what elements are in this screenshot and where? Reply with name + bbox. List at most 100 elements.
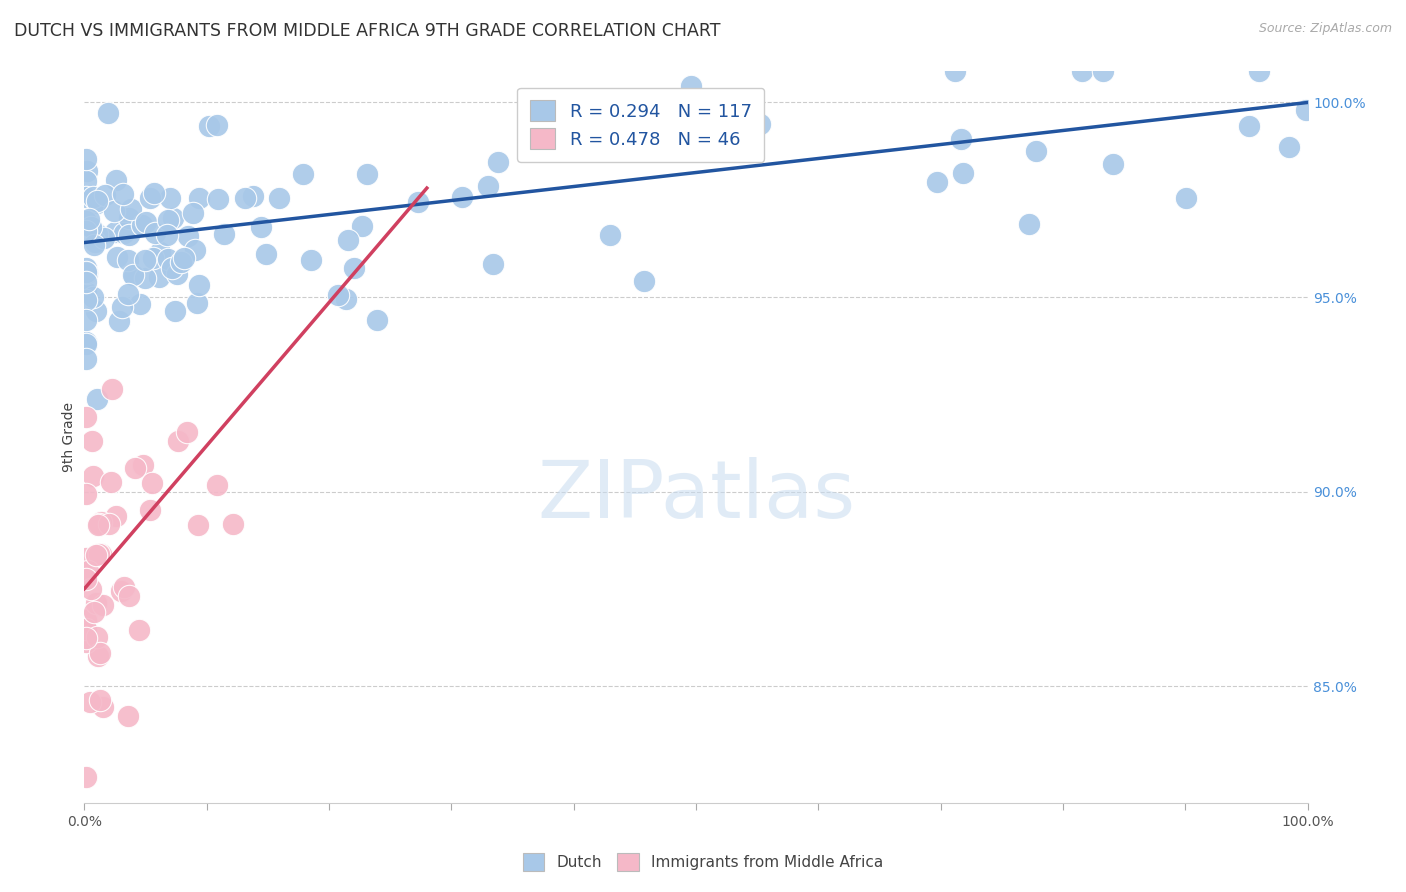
Point bbox=[128, 297, 150, 311]
Point bbox=[101, 382, 124, 396]
Point bbox=[156, 213, 179, 227]
Point bbox=[1018, 218, 1040, 232]
Point bbox=[112, 580, 135, 594]
Point bbox=[77, 565, 100, 579]
Point bbox=[105, 250, 128, 264]
Point bbox=[115, 219, 138, 233]
Point bbox=[111, 187, 134, 202]
Point bbox=[110, 584, 132, 599]
Point bbox=[122, 268, 145, 282]
Point bbox=[79, 582, 101, 596]
Point bbox=[633, 273, 655, 287]
Point bbox=[267, 191, 290, 205]
Point bbox=[254, 247, 277, 261]
Text: ZIPatlas: ZIPatlas bbox=[537, 457, 855, 534]
Point bbox=[1247, 64, 1270, 78]
Point bbox=[89, 646, 111, 660]
Point bbox=[76, 266, 98, 280]
Point bbox=[952, 165, 974, 179]
Point bbox=[1237, 119, 1260, 133]
Point bbox=[75, 410, 97, 425]
Point bbox=[83, 606, 105, 620]
Point bbox=[120, 202, 142, 216]
Point bbox=[176, 425, 198, 440]
Point bbox=[124, 460, 146, 475]
Point bbox=[205, 478, 228, 492]
Point bbox=[336, 233, 359, 247]
Point bbox=[86, 227, 108, 241]
Point bbox=[80, 434, 103, 449]
Point bbox=[100, 475, 122, 489]
Point bbox=[250, 219, 273, 234]
Point bbox=[91, 700, 114, 714]
Point bbox=[83, 238, 105, 252]
Point bbox=[187, 277, 209, 292]
Point bbox=[84, 596, 107, 610]
Point bbox=[148, 270, 170, 285]
Point bbox=[162, 211, 184, 226]
Point bbox=[408, 195, 430, 210]
Point bbox=[156, 228, 179, 243]
Point bbox=[97, 105, 120, 120]
Point bbox=[75, 572, 97, 586]
Point bbox=[117, 287, 139, 301]
Point bbox=[75, 213, 97, 227]
Point bbox=[335, 292, 357, 306]
Point bbox=[599, 227, 621, 242]
Text: DUTCH VS IMMIGRANTS FROM MIDDLE AFRICA 9TH GRADE CORRELATION CHART: DUTCH VS IMMIGRANTS FROM MIDDLE AFRICA 9… bbox=[14, 22, 720, 40]
Point bbox=[181, 206, 204, 220]
Point bbox=[1025, 144, 1047, 158]
Point bbox=[222, 516, 245, 531]
Point bbox=[486, 154, 509, 169]
Point bbox=[75, 352, 97, 367]
Point bbox=[105, 173, 128, 187]
Point bbox=[75, 337, 97, 351]
Point bbox=[242, 189, 264, 203]
Point bbox=[86, 196, 108, 211]
Point bbox=[733, 131, 755, 145]
Point bbox=[143, 186, 166, 200]
Point bbox=[75, 613, 97, 627]
Point bbox=[118, 211, 141, 226]
Point bbox=[925, 175, 948, 189]
Point bbox=[943, 64, 966, 78]
Point bbox=[143, 226, 166, 240]
Point bbox=[177, 228, 200, 243]
Point bbox=[75, 334, 97, 349]
Point bbox=[342, 260, 364, 275]
Point bbox=[104, 508, 127, 523]
Point bbox=[128, 623, 150, 637]
Point bbox=[166, 434, 188, 449]
Point bbox=[450, 190, 472, 204]
Point bbox=[1175, 191, 1198, 205]
Point bbox=[356, 167, 378, 181]
Point bbox=[292, 167, 315, 181]
Point bbox=[1295, 103, 1317, 117]
Point bbox=[86, 392, 108, 407]
Point bbox=[75, 622, 97, 636]
Point bbox=[82, 469, 104, 483]
Point bbox=[299, 252, 322, 267]
Point bbox=[1102, 157, 1125, 171]
Point bbox=[117, 709, 139, 723]
Point bbox=[87, 547, 110, 561]
Point bbox=[233, 191, 256, 205]
Point bbox=[104, 225, 127, 239]
Point bbox=[75, 261, 97, 276]
Point bbox=[731, 128, 754, 143]
Point bbox=[75, 486, 97, 500]
Point bbox=[75, 635, 97, 649]
Point bbox=[139, 191, 162, 205]
Point bbox=[538, 136, 561, 150]
Point bbox=[1278, 140, 1301, 154]
Point bbox=[326, 288, 349, 302]
Point bbox=[86, 630, 108, 644]
Point bbox=[114, 226, 136, 240]
Point bbox=[82, 290, 104, 304]
Point bbox=[681, 78, 703, 93]
Point bbox=[76, 164, 98, 178]
Point bbox=[86, 304, 108, 318]
Point bbox=[108, 314, 131, 328]
Point bbox=[93, 230, 115, 244]
Point bbox=[205, 118, 228, 132]
